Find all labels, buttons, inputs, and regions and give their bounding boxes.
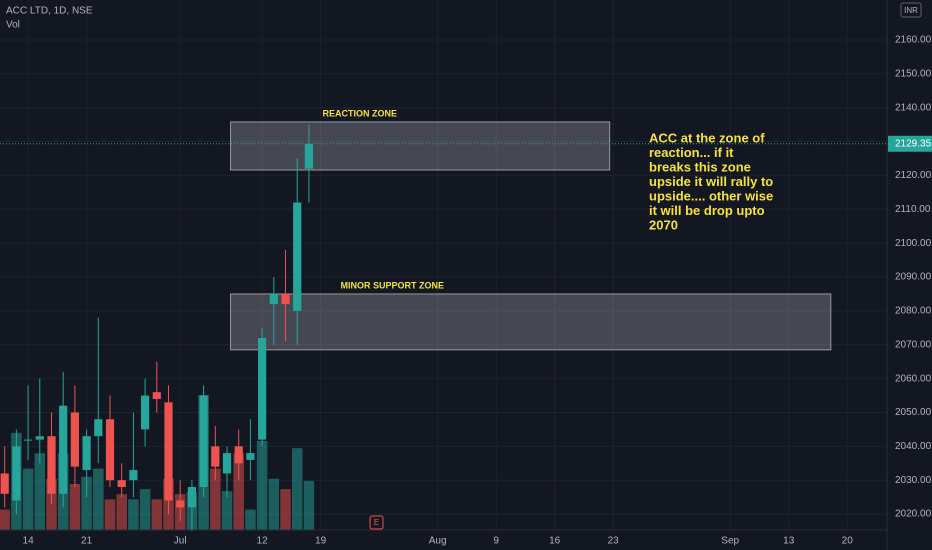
zone — [230, 121, 611, 171]
x-tick-label: 12 — [257, 536, 269, 547]
last-price-tag — [888, 135, 932, 152]
y-tick-label: 2120.00 — [895, 170, 932, 181]
annotation-line: upside.... other wise — [649, 188, 773, 203]
axes: 2020.00 2030.00 2040.00 2050.00 2060.00 2070.… — [0, 35, 932, 547]
volume-bar — [233, 453, 244, 530]
candle-body — [176, 500, 185, 508]
zone — [230, 293, 832, 351]
candle-body — [164, 402, 173, 501]
annotation-line: ACC at the zone of — [649, 130, 765, 145]
y-tick-label: 2030.00 — [895, 475, 932, 486]
volume-bar — [116, 494, 127, 530]
candle-body — [70, 412, 79, 467]
y-tick-label: 2040.00 — [895, 441, 932, 452]
volume-bar — [303, 480, 315, 530]
candle-body — [211, 446, 220, 467]
currency[interactable]: INR — [904, 6, 918, 15]
candle-body — [117, 480, 126, 487]
candle-body — [304, 143, 314, 169]
candle-body — [35, 436, 44, 440]
candle-body — [258, 337, 267, 440]
candle-body — [187, 486, 197, 508]
zone-label: REACTION ZONE — [323, 108, 398, 118]
volume-bar — [280, 489, 291, 530]
candle-body — [293, 202, 302, 311]
candle-body — [47, 436, 56, 494]
volume-bar — [139, 489, 151, 530]
y-tick-label: 2070.00 — [895, 339, 932, 350]
candle-body — [94, 419, 103, 437]
y-tick-label: 2020.00 — [895, 509, 932, 520]
candle-body — [281, 293, 290, 305]
candle-body — [222, 453, 232, 474]
y-tick-label: 2110.00 — [895, 204, 931, 215]
annotation-line: breaks this zone — [649, 159, 751, 174]
earnings-box[interactable] — [369, 515, 384, 530]
candle-body — [105, 419, 115, 481]
annotation-line: upside it will rally to — [649, 174, 773, 189]
x-tick-label: 20 — [842, 536, 854, 547]
x-tick-label: 19 — [315, 536, 327, 547]
x-tick-label: 9 — [493, 536, 499, 547]
y-tick-label: 2080.00 — [895, 306, 932, 317]
earnings-marker[interactable]: E — [374, 518, 379, 527]
x-tick-label: Aug — [429, 536, 447, 547]
candle-body — [199, 395, 208, 487]
y-tick-label: 2160.00 — [895, 35, 932, 46]
candle-body — [234, 446, 243, 464]
volume-bar — [0, 509, 10, 530]
volume-bar — [151, 499, 163, 530]
x-tick-label: 13 — [783, 536, 795, 547]
candle-body — [269, 293, 278, 305]
last-price-label: 2129.35 — [895, 138, 932, 149]
annotation-line: 2070 — [649, 217, 678, 232]
y-tick-label: 2140.00 — [895, 102, 932, 113]
x-tick-label: Jul — [174, 536, 187, 547]
volume-bar — [256, 441, 268, 530]
volume-bar — [104, 499, 116, 530]
grid — [0, 0, 887, 530]
volume-bar — [268, 478, 280, 530]
volume-bar — [291, 448, 303, 530]
candle-body — [246, 453, 255, 460]
volume-bar — [46, 478, 57, 530]
candle-body — [82, 436, 91, 471]
annotation-line: it will be drop upto — [649, 203, 765, 218]
y-tick-label: 2060.00 — [895, 373, 932, 384]
candle-body — [23, 439, 33, 441]
candle-body — [0, 473, 9, 494]
x-tick-label: 23 — [608, 536, 620, 547]
candle-body — [59, 405, 68, 494]
x-tick-label: 16 — [549, 536, 561, 547]
zone-label: MINOR SUPPORT ZONE — [341, 280, 445, 290]
candle-layer — [0, 124, 314, 532]
candle-body — [152, 392, 161, 399]
y-tick-label: 2090.00 — [895, 272, 932, 283]
x-tick-label: 21 — [81, 536, 93, 547]
volume-bar — [81, 476, 92, 530]
x-tick-label: Sep — [721, 536, 739, 547]
candle-body — [141, 395, 150, 430]
volume-bar — [245, 509, 256, 530]
volume-bar — [210, 468, 221, 530]
y-tick-label: 2100.00 — [895, 238, 932, 249]
y-tick-label: 2150.00 — [895, 68, 932, 79]
zones: REACTION ZONE MINOR SUPPORT ZONE — [230, 108, 832, 351]
annotation-line: reaction... if it — [649, 145, 734, 160]
volume-label: Vol — [6, 20, 20, 31]
volume-bar — [22, 468, 34, 530]
volume-bar — [93, 468, 104, 530]
volume-bar — [34, 453, 46, 530]
volume-bar — [128, 499, 139, 530]
x-tick-label: 14 — [23, 536, 35, 547]
symbol-title: ACC LTD, 1D, NSE — [6, 6, 93, 17]
candle-body — [12, 446, 21, 501]
y-tick-label: 2050.00 — [895, 407, 932, 418]
candle-body — [129, 470, 138, 481]
volume-bar — [69, 483, 81, 530]
volume-bar — [221, 491, 233, 530]
currency-box[interactable] — [900, 2, 922, 18]
